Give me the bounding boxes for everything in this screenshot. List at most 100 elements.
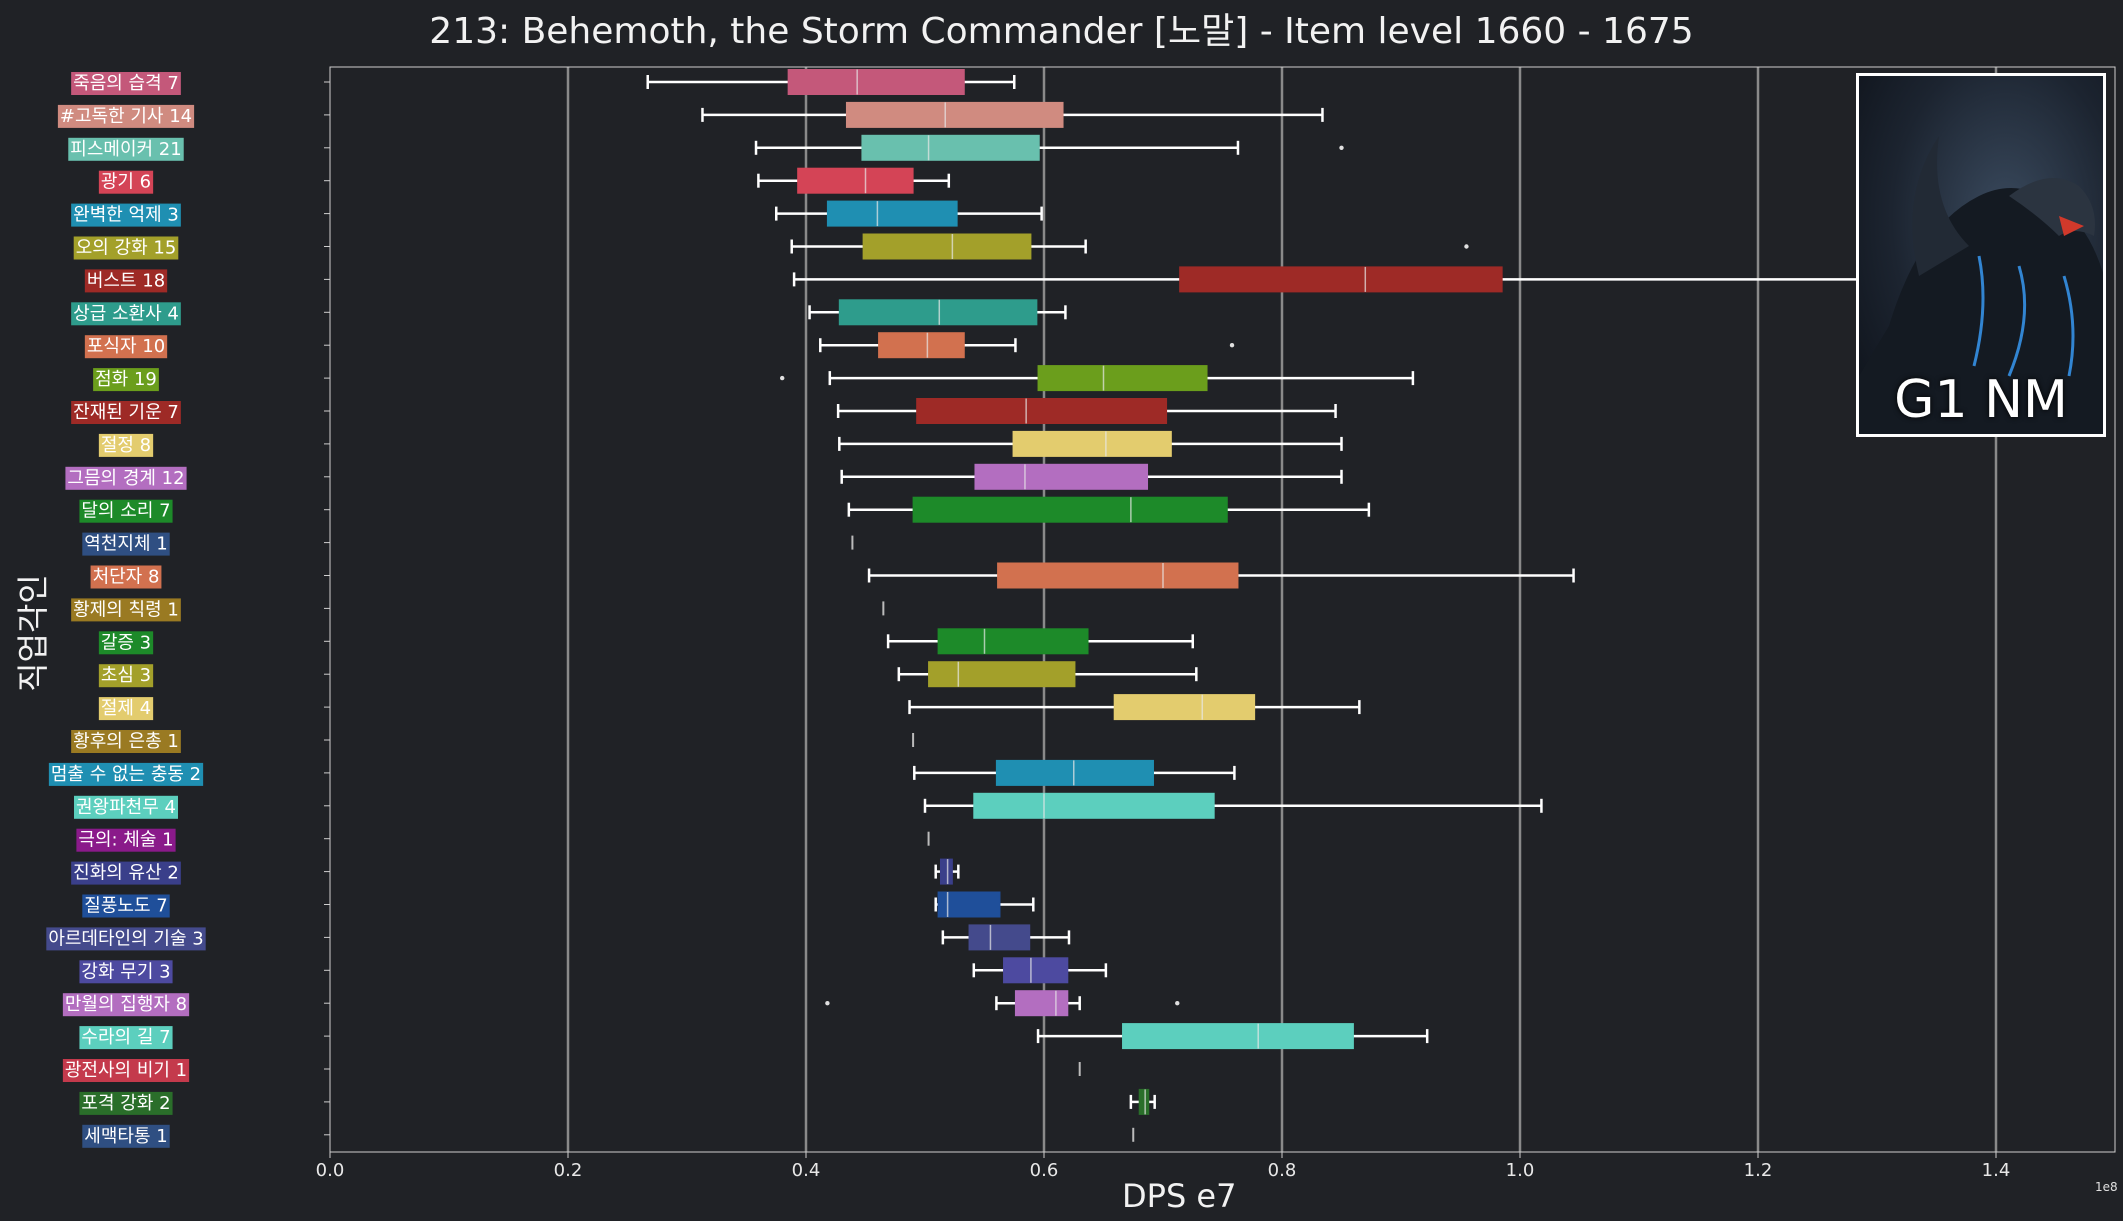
iqr-box [845, 101, 1064, 128]
outlier-point [1339, 145, 1344, 150]
category-label: 역천지체 1 [84, 534, 167, 555]
category-label-bg [73, 236, 179, 260]
category-label: 세맥타통 1 [84, 1126, 167, 1147]
iqr-box [997, 562, 1239, 589]
outlier-point [825, 1001, 830, 1006]
category-label-bg [71, 861, 181, 885]
box-plot-item [1036, 1023, 1429, 1050]
box-plot-item [819, 332, 1235, 359]
box-plot-item [972, 957, 1108, 984]
category-label-bg [76, 828, 176, 852]
category-label: 권왕파천무 4 [76, 797, 176, 818]
box-plot-item [941, 924, 1071, 951]
category-label-bg [98, 664, 154, 688]
category-label: 달의 소리 7 [81, 501, 170, 522]
category-label-bg [62, 993, 190, 1017]
iqr-box [1014, 990, 1069, 1017]
outlier-point [780, 375, 785, 381]
category-label-bg [71, 203, 181, 227]
box-plot-item [840, 463, 1343, 490]
category-label-bg [68, 137, 184, 161]
chart-title: 213: Behemoth, the Storm Commander [노말] … [429, 11, 1694, 52]
box-plot-item [836, 398, 1337, 424]
outlier-point [1175, 1001, 1180, 1006]
iqr-box [928, 661, 1076, 688]
category-label-bg [93, 368, 159, 392]
category-label-bg [79, 960, 173, 984]
category-label: 포식자 10 [87, 336, 165, 357]
category-label-bg [71, 302, 181, 326]
box-plot-item [867, 562, 1575, 589]
iqr-box [1122, 1023, 1354, 1050]
category-label: 피스메이커 21 [70, 139, 181, 160]
category-label: 갈증 3 [101, 632, 151, 653]
box-plot-item [757, 167, 951, 194]
x-tick-label: 0.6 [1030, 1160, 1059, 1181]
box-plot-item [934, 858, 960, 885]
category-label: 질풍노도 7 [84, 896, 167, 917]
category-label-bg [90, 565, 162, 589]
category-label-bg [98, 433, 154, 457]
box-plot-item [1129, 1088, 1156, 1115]
category-label: 절정 8 [101, 435, 151, 456]
x-tick-label: 0.4 [792, 1160, 821, 1181]
iqr-box [939, 858, 953, 885]
boss-thumbnail: G1 NM [1856, 73, 2106, 437]
category-label-bg [71, 730, 181, 753]
box-plot-item [780, 365, 1415, 392]
category-label-bg [57, 104, 195, 128]
iqr-box [797, 167, 914, 194]
iqr-box [974, 463, 1149, 490]
thumbnail-label: G1 NM [1894, 370, 2068, 430]
iqr-box [861, 134, 1040, 161]
x-tick-label: 0.0 [316, 1160, 345, 1181]
box-plot-item [825, 990, 1180, 1017]
iqr-box [1037, 365, 1208, 392]
y-label-layer: 죽음의 습격 7 #고독한 기사 14 피스메이커 21 광기 6 완벽한 억제 3 오의… [46, 72, 330, 1148]
x-tick-label: 1.2 [1744, 1160, 1773, 1181]
category-label: 멈출 수 없는 충동 2 [51, 764, 201, 785]
category-label: 광기 6 [101, 172, 151, 193]
box-plot-item [897, 661, 1198, 688]
x-tick-label: 1.4 [1982, 1160, 2011, 1181]
y-axis-label: 직업각인 [13, 574, 52, 692]
x-tick-label: 0.8 [1268, 1160, 1297, 1181]
category-label: 점화 19 [95, 369, 157, 390]
category-label: 포격 강화 2 [81, 1093, 170, 1114]
category-label: 광전사의 비기 1 [65, 1060, 187, 1081]
category-label-bg [71, 598, 181, 622]
box-plot-item [808, 299, 1067, 326]
category-label: 완벽한 억제 3 [73, 205, 179, 226]
category-label-bg [71, 401, 181, 424]
outlier-point [1229, 343, 1235, 348]
iqr-box [968, 924, 1031, 951]
category-label-bg [62, 1059, 190, 1082]
box-plot-item [908, 694, 1361, 721]
iqr-box [1113, 694, 1256, 721]
iqr-box [1179, 266, 1503, 293]
iqr-box [937, 891, 1001, 918]
box-plot-item [754, 134, 1344, 161]
iqr-box [912, 496, 1228, 523]
category-label-bg [79, 499, 173, 523]
category-label: 버스트 18 [87, 270, 165, 291]
category-label-bg [74, 795, 178, 819]
category-label-bg [82, 1124, 170, 1148]
box-plot-item [646, 69, 1016, 95]
grid-layer [566, 67, 1998, 1152]
category-label: 오의 강화 15 [76, 238, 177, 259]
iqr-box [1012, 430, 1172, 457]
category-label-bg [79, 1026, 173, 1050]
iqr-box [916, 398, 1168, 424]
category-label-bg [82, 532, 170, 556]
plot-frame [329, 66, 2116, 1153]
box-plot-item [847, 496, 1371, 523]
category-label: 황후의 은총 1 [73, 731, 179, 752]
category-label: 강화 무기 3 [81, 961, 170, 982]
box-plot-item [790, 233, 1469, 260]
iqr-box [1138, 1088, 1150, 1115]
category-label-bg [79, 1091, 173, 1115]
x-tick-label: 1.0 [1506, 1160, 1535, 1181]
x-tick-layer: 0.0 0.2 0.4 0.6 0.8 1.0 1.2 1.4 [316, 1152, 2011, 1181]
